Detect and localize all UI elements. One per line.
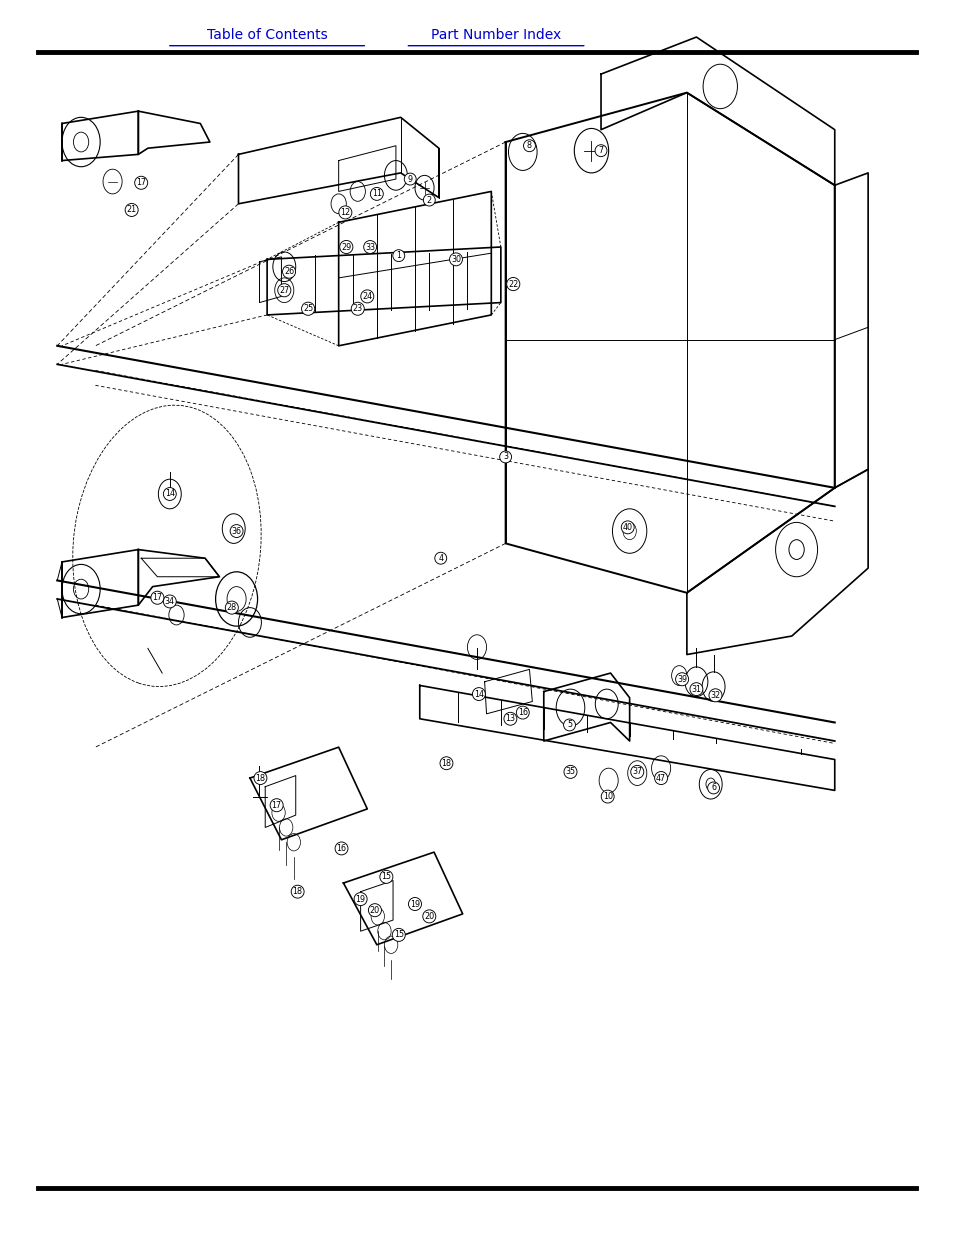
Text: 4: 4 (437, 553, 443, 563)
Text: 35: 35 (565, 767, 575, 777)
Text: 24: 24 (362, 291, 372, 301)
Text: 31: 31 (691, 684, 700, 694)
Text: Table of Contents: Table of Contents (207, 27, 327, 42)
Text: 33: 33 (365, 242, 375, 252)
Text: 11: 11 (372, 189, 381, 199)
Text: 2: 2 (426, 195, 432, 205)
Text: 1: 1 (395, 251, 401, 261)
Text: 19: 19 (355, 894, 365, 904)
Text: 14: 14 (474, 689, 483, 699)
Text: 22: 22 (508, 279, 517, 289)
Text: 15: 15 (381, 872, 391, 882)
Text: 20: 20 (370, 905, 379, 915)
Text: 26: 26 (284, 267, 294, 277)
Text: 20: 20 (424, 911, 434, 921)
Text: 8: 8 (526, 141, 532, 151)
Text: 21: 21 (127, 205, 136, 215)
Text: Part Number Index: Part Number Index (431, 27, 560, 42)
Text: 7: 7 (598, 146, 603, 156)
Text: 18: 18 (255, 773, 265, 783)
Text: 40: 40 (622, 522, 632, 532)
Text: 17: 17 (152, 593, 162, 603)
Text: 5: 5 (566, 720, 572, 730)
Text: 15: 15 (394, 930, 403, 940)
Text: 9: 9 (407, 174, 413, 184)
Text: 17: 17 (136, 178, 146, 188)
Text: 16: 16 (517, 708, 527, 718)
Text: 17: 17 (272, 800, 281, 810)
Text: 34: 34 (165, 597, 174, 606)
Text: 36: 36 (232, 526, 241, 536)
Text: 37: 37 (632, 767, 641, 777)
Text: 30: 30 (451, 254, 460, 264)
Text: 3: 3 (502, 452, 508, 462)
Text: 25: 25 (303, 304, 313, 314)
Text: 6: 6 (710, 783, 716, 793)
Text: 13: 13 (505, 714, 515, 724)
Text: 47: 47 (656, 773, 665, 783)
Text: 32: 32 (710, 690, 720, 700)
Text: 14: 14 (165, 489, 174, 499)
Text: 18: 18 (441, 758, 451, 768)
Text: 12: 12 (340, 207, 350, 217)
Text: 29: 29 (341, 242, 351, 252)
Text: 23: 23 (353, 304, 362, 314)
Text: 28: 28 (227, 603, 236, 613)
Text: 39: 39 (677, 674, 686, 684)
Text: 16: 16 (336, 844, 346, 853)
Text: 18: 18 (293, 887, 302, 897)
Text: 27: 27 (279, 285, 289, 295)
Text: 10: 10 (602, 792, 612, 802)
Text: 19: 19 (410, 899, 419, 909)
